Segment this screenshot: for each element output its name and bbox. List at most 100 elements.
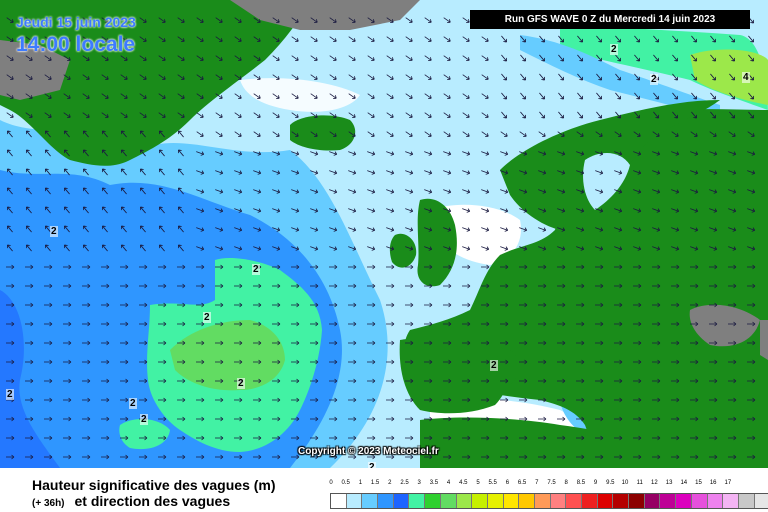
wave-arrow [709,227,718,232]
wave-arrow [709,283,718,289]
wave-arrow [120,416,129,422]
color-scale-cell [629,494,645,508]
land-great-britain [417,198,457,287]
wave-arrow [538,359,547,365]
wave-arrow [63,74,71,80]
wave-arrow [709,208,718,213]
wave-arrow [386,17,394,23]
wave-arrow [424,435,433,441]
wave-arrow [519,246,528,251]
wave-arrow [215,112,223,118]
sea-band-north-1 [520,35,720,120]
wave-arrow [557,283,566,289]
wave-arrow [595,189,604,194]
wave-arrow [64,244,70,252]
wave-arrow [595,208,604,213]
wave-arrow [120,112,128,118]
wave-arrow [577,111,583,119]
wave-arrow [291,189,300,194]
caspian-edge [760,320,768,360]
wave-arrow [520,111,526,119]
contour-label: 2 [203,312,211,323]
wave-arrow [595,246,604,251]
wave-arrow [272,454,281,460]
color-scale-tick-label: 1.5 [370,480,380,486]
wave-arrow [158,302,167,308]
color-scale-ticks: 0 0.5 1 1.5 2 2.5 3 3.5 4 4.5 5 5.5 6 6.5 7 7.5 8 8.5 9 9.5… [329,480,750,490]
wave-arrow [253,131,261,137]
wave-arrow [633,340,642,346]
wave-arrow [159,206,165,214]
wave-arrow [405,340,414,346]
wave-arrow [253,93,261,99]
wave-arrow [690,246,699,251]
wave-arrow [462,359,471,365]
wave-arrow [101,397,110,403]
wave-arrow [633,435,642,441]
wave-arrow [140,187,146,195]
wave-arrow [443,93,451,99]
wave-arrow [577,92,583,100]
wave-arrow [481,264,490,270]
wave-arrow [747,340,756,346]
wave-arrow [690,264,699,270]
wave-arrow [672,92,678,100]
wave-arrow [520,35,526,43]
wave-arrow [595,416,604,422]
wave-arrow [690,151,699,156]
wave-arrow [196,321,205,327]
wave-arrow [310,208,319,213]
wave-arrow [367,264,376,270]
wave-arrow [7,149,13,157]
wave-arrow [539,54,545,62]
wave-arrow [690,416,699,422]
wave-arrow [120,454,129,460]
wave-arrow [443,189,452,194]
wave-arrow [101,416,110,422]
wave-arrow [44,112,52,118]
wave-arrow [25,397,34,403]
wave-arrow [671,359,680,365]
wave-arrow [519,131,527,137]
wave-arrow [538,416,547,422]
color-scale-cell [691,494,708,508]
wave-arrow [614,397,623,403]
wave-arrow [576,340,585,346]
wave-arrow [158,378,167,384]
wave-arrow [462,340,471,346]
wave-arrow [709,416,718,422]
copyright-notice: Copyright © 2023 Meteociel.fr [298,446,439,457]
wave-arrow [196,227,205,232]
wave-arrow [690,321,699,327]
wave-arrow [386,36,394,42]
wave-arrow [443,208,452,213]
wave-arrow [26,149,32,157]
wave-arrow [614,151,623,156]
wave-arrow [386,454,395,460]
wave-arrow [139,17,147,23]
wave-arrow [462,397,471,403]
wave-arrow [272,170,281,175]
wave-arrow [139,397,148,403]
wave-arrow [500,454,509,460]
wave-arrow [25,93,33,99]
wave-arrow [348,283,357,289]
wave-arrow [709,151,718,156]
wave-arrow [26,130,32,138]
wave-arrow [272,112,280,118]
wave-arrow [558,92,564,100]
wave-arrow [443,283,452,289]
color-scale-tick-label: 8 [564,480,568,486]
wave-arrow [101,340,110,346]
wave-arrow [310,416,319,422]
wave-arrow [272,378,281,384]
wave-arrow [159,149,165,157]
wave-arrow [405,36,413,42]
wave-arrow [215,416,224,422]
wave-arrow [367,246,376,251]
wave-arrow [576,359,585,365]
wave-arrow [671,321,680,327]
wave-arrow [158,93,166,99]
color-scale-cell [707,494,724,508]
wave-arrow [215,264,224,270]
